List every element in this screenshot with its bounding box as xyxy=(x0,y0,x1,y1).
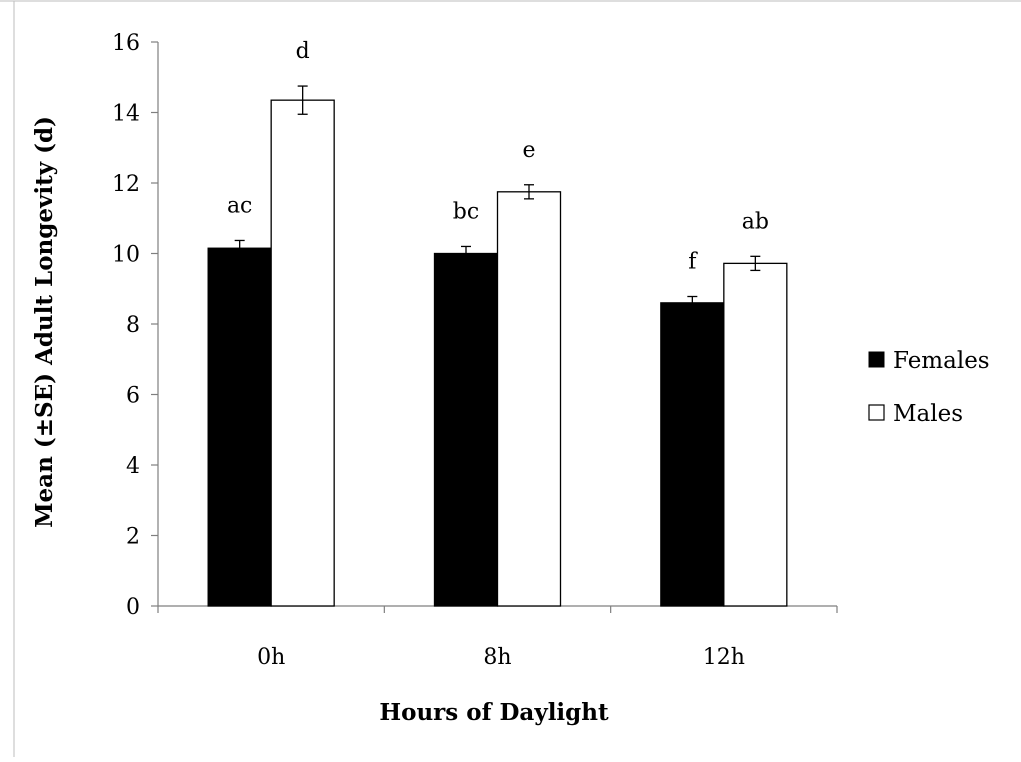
bar-males-8h xyxy=(496,191,562,607)
y-tick-label: 6 xyxy=(126,384,140,409)
y-tick-label: 0 xyxy=(126,595,140,620)
bar-males-0h xyxy=(270,99,335,607)
y-tick-label: 4 xyxy=(126,454,140,479)
legend-label-females: Females xyxy=(893,348,990,374)
significance-label: ac xyxy=(227,193,252,218)
y-tick-label: 16 xyxy=(112,31,140,56)
significance-label: d xyxy=(296,39,310,64)
y-tick-label: 10 xyxy=(112,243,140,268)
bar-males-12h xyxy=(723,262,788,607)
y-tick-label: 14 xyxy=(112,102,140,127)
bar-females-12h xyxy=(660,302,725,607)
x-axis-title: Hours of Daylight xyxy=(379,699,609,726)
significance-label: f xyxy=(688,250,698,275)
x-tick-label: 12h xyxy=(703,645,745,670)
y-axis-title: Mean (±SE) Adult Longevity (d) xyxy=(31,116,58,528)
x-tick-label: 0h xyxy=(257,645,285,670)
bar-females-8h xyxy=(433,252,499,607)
significance-labels: ac bc f d e ab xyxy=(227,39,769,274)
bars xyxy=(207,85,788,607)
y-tick-label: 2 xyxy=(126,525,140,550)
significance-label: e xyxy=(522,138,535,163)
significance-label: ab xyxy=(742,209,769,234)
x-tick-label: 8h xyxy=(483,645,511,670)
bar-females-0h xyxy=(207,247,272,607)
legend-swatch-males xyxy=(868,404,885,421)
legend: Females Males xyxy=(868,348,990,427)
legend-label-males: Males xyxy=(893,401,963,427)
y-tick-label: 8 xyxy=(126,313,140,338)
axes: 0 2 4 6 8 10 12 14 16 0h 8h 12h xyxy=(112,31,838,670)
legend-swatch-females xyxy=(868,351,885,368)
y-tick-label: 12 xyxy=(112,172,140,197)
significance-label: bc xyxy=(453,199,479,224)
